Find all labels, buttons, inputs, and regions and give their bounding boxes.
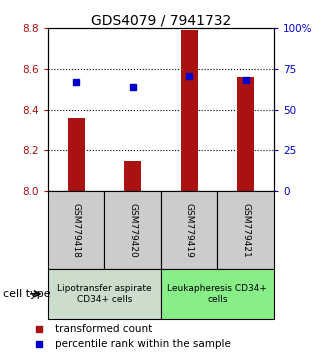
Text: cell type: cell type: [3, 289, 51, 299]
Text: GSM779421: GSM779421: [241, 203, 250, 257]
Bar: [124, 161, 141, 191]
Text: GSM779419: GSM779419: [184, 202, 194, 258]
Bar: [161, 191, 217, 269]
Bar: [48, 269, 161, 319]
Bar: [217, 191, 274, 269]
Text: transformed count: transformed count: [55, 324, 152, 333]
Text: GSM779420: GSM779420: [128, 203, 137, 257]
Bar: [237, 77, 254, 191]
Text: Leukapheresis CD34+
cells: Leukapheresis CD34+ cells: [167, 284, 267, 303]
Bar: [161, 269, 274, 319]
Text: percentile rank within the sample: percentile rank within the sample: [55, 339, 231, 349]
Text: Lipotransfer aspirate
CD34+ cells: Lipotransfer aspirate CD34+ cells: [57, 284, 152, 303]
Title: GDS4079 / 7941732: GDS4079 / 7941732: [91, 13, 231, 27]
Bar: [104, 191, 161, 269]
Bar: [181, 30, 198, 191]
Bar: [68, 118, 84, 191]
Bar: [48, 191, 104, 269]
Text: GSM779418: GSM779418: [72, 202, 81, 258]
